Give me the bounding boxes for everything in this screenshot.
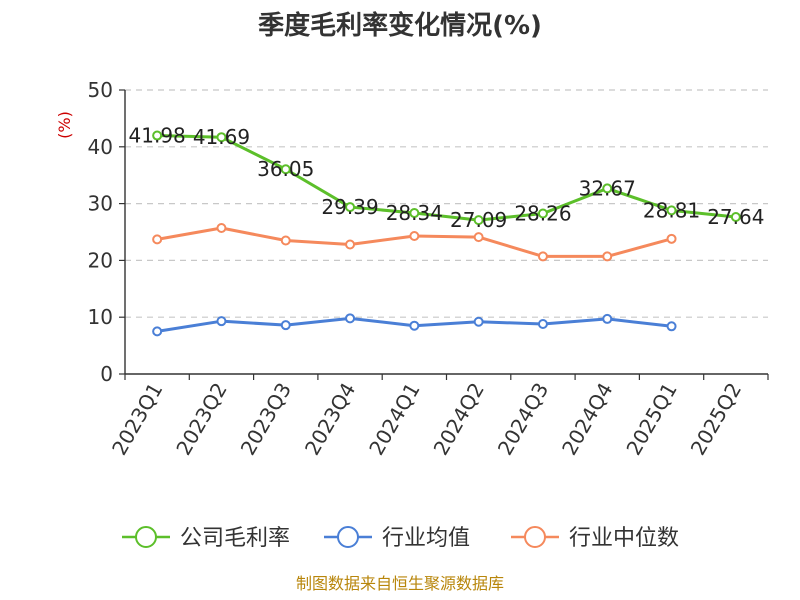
data-point (537, 208, 548, 219)
x-tick-label: 2025Q1 (621, 379, 681, 460)
x-tick-label: 2024Q2 (429, 379, 489, 460)
data-point (473, 316, 484, 327)
data-point (152, 130, 163, 141)
data-point (537, 319, 548, 330)
data-point (409, 208, 420, 219)
data-label: 41.98 (129, 124, 186, 148)
legend-label: 行业中位数 (569, 526, 679, 551)
legend-item: 公司毛利率 (122, 526, 290, 551)
x-tick-label: 2025Q2 (686, 379, 746, 460)
y-tick-label: 30 (88, 192, 113, 216)
legend-label: 公司毛利率 (180, 526, 290, 551)
y-tick-label: 20 (88, 248, 113, 272)
data-label: 41.69 (193, 125, 250, 149)
data-point (152, 234, 163, 245)
data-point (216, 132, 227, 143)
x-tick-label: 2023Q1 (107, 379, 167, 460)
x-tick-label: 2023Q3 (236, 379, 296, 460)
legend-marker (337, 526, 359, 548)
data-label: 36.05 (257, 157, 314, 181)
data-point (409, 230, 420, 241)
y-axis-unit-label: (%) (55, 111, 74, 139)
data-point (152, 326, 163, 337)
data-point (216, 223, 227, 234)
x-tick-label: 2023Q2 (171, 379, 231, 460)
data-point (280, 235, 291, 246)
data-label: 32.67 (579, 176, 636, 200)
x-tick-label: 2023Q4 (300, 379, 360, 460)
data-point (537, 251, 548, 262)
data-point (216, 316, 227, 327)
y-tick-label: 0 (100, 362, 113, 386)
x-tick-label: 2024Q1 (364, 379, 424, 460)
source-note: 制图数据来自恒生聚源数据库 (296, 574, 504, 593)
legend: 公司毛利率 行业均值 行业中位数 (122, 526, 679, 551)
data-point (345, 313, 356, 324)
series-lines (152, 130, 741, 337)
gridlines (125, 89, 768, 318)
legend-label: 行业均值 (382, 526, 470, 551)
data-point (280, 320, 291, 331)
data-label: 28.81 (643, 198, 700, 222)
legend-marker (135, 526, 157, 548)
legend-marker (524, 526, 546, 548)
data-point (666, 233, 677, 244)
data-point (666, 321, 677, 332)
y-tick-label: 50 (88, 78, 113, 102)
data-point (473, 215, 484, 226)
y-tick-label: 10 (88, 305, 113, 329)
data-label: 27.09 (450, 208, 507, 232)
data-point (602, 251, 613, 262)
legend-item: 行业均值 (324, 526, 470, 551)
data-point (345, 202, 356, 213)
data-labels: 41.98 41.69 36.05 29.39 28.34 27.09 28.26 32.67… (129, 124, 765, 233)
series-line (157, 134, 737, 222)
x-tick-label: 2024Q4 (557, 379, 617, 460)
data-point (602, 183, 613, 194)
data-label: 27.64 (707, 205, 764, 229)
data-label: 28.26 (514, 201, 571, 225)
data-point (345, 239, 356, 250)
legend-item: 行业中位数 (511, 526, 679, 551)
y-tick-label: 40 (88, 135, 113, 159)
data-point (602, 313, 613, 324)
chart-title: 季度毛利率变化情况(%) (258, 10, 542, 41)
data-point (473, 232, 484, 243)
data-point (280, 164, 291, 175)
x-tick-label: 2024Q3 (493, 379, 553, 460)
data-label: 29.39 (321, 195, 378, 219)
data-point (666, 205, 677, 216)
data-label: 28.34 (386, 201, 443, 225)
data-point (409, 320, 420, 331)
data-point (730, 212, 741, 223)
